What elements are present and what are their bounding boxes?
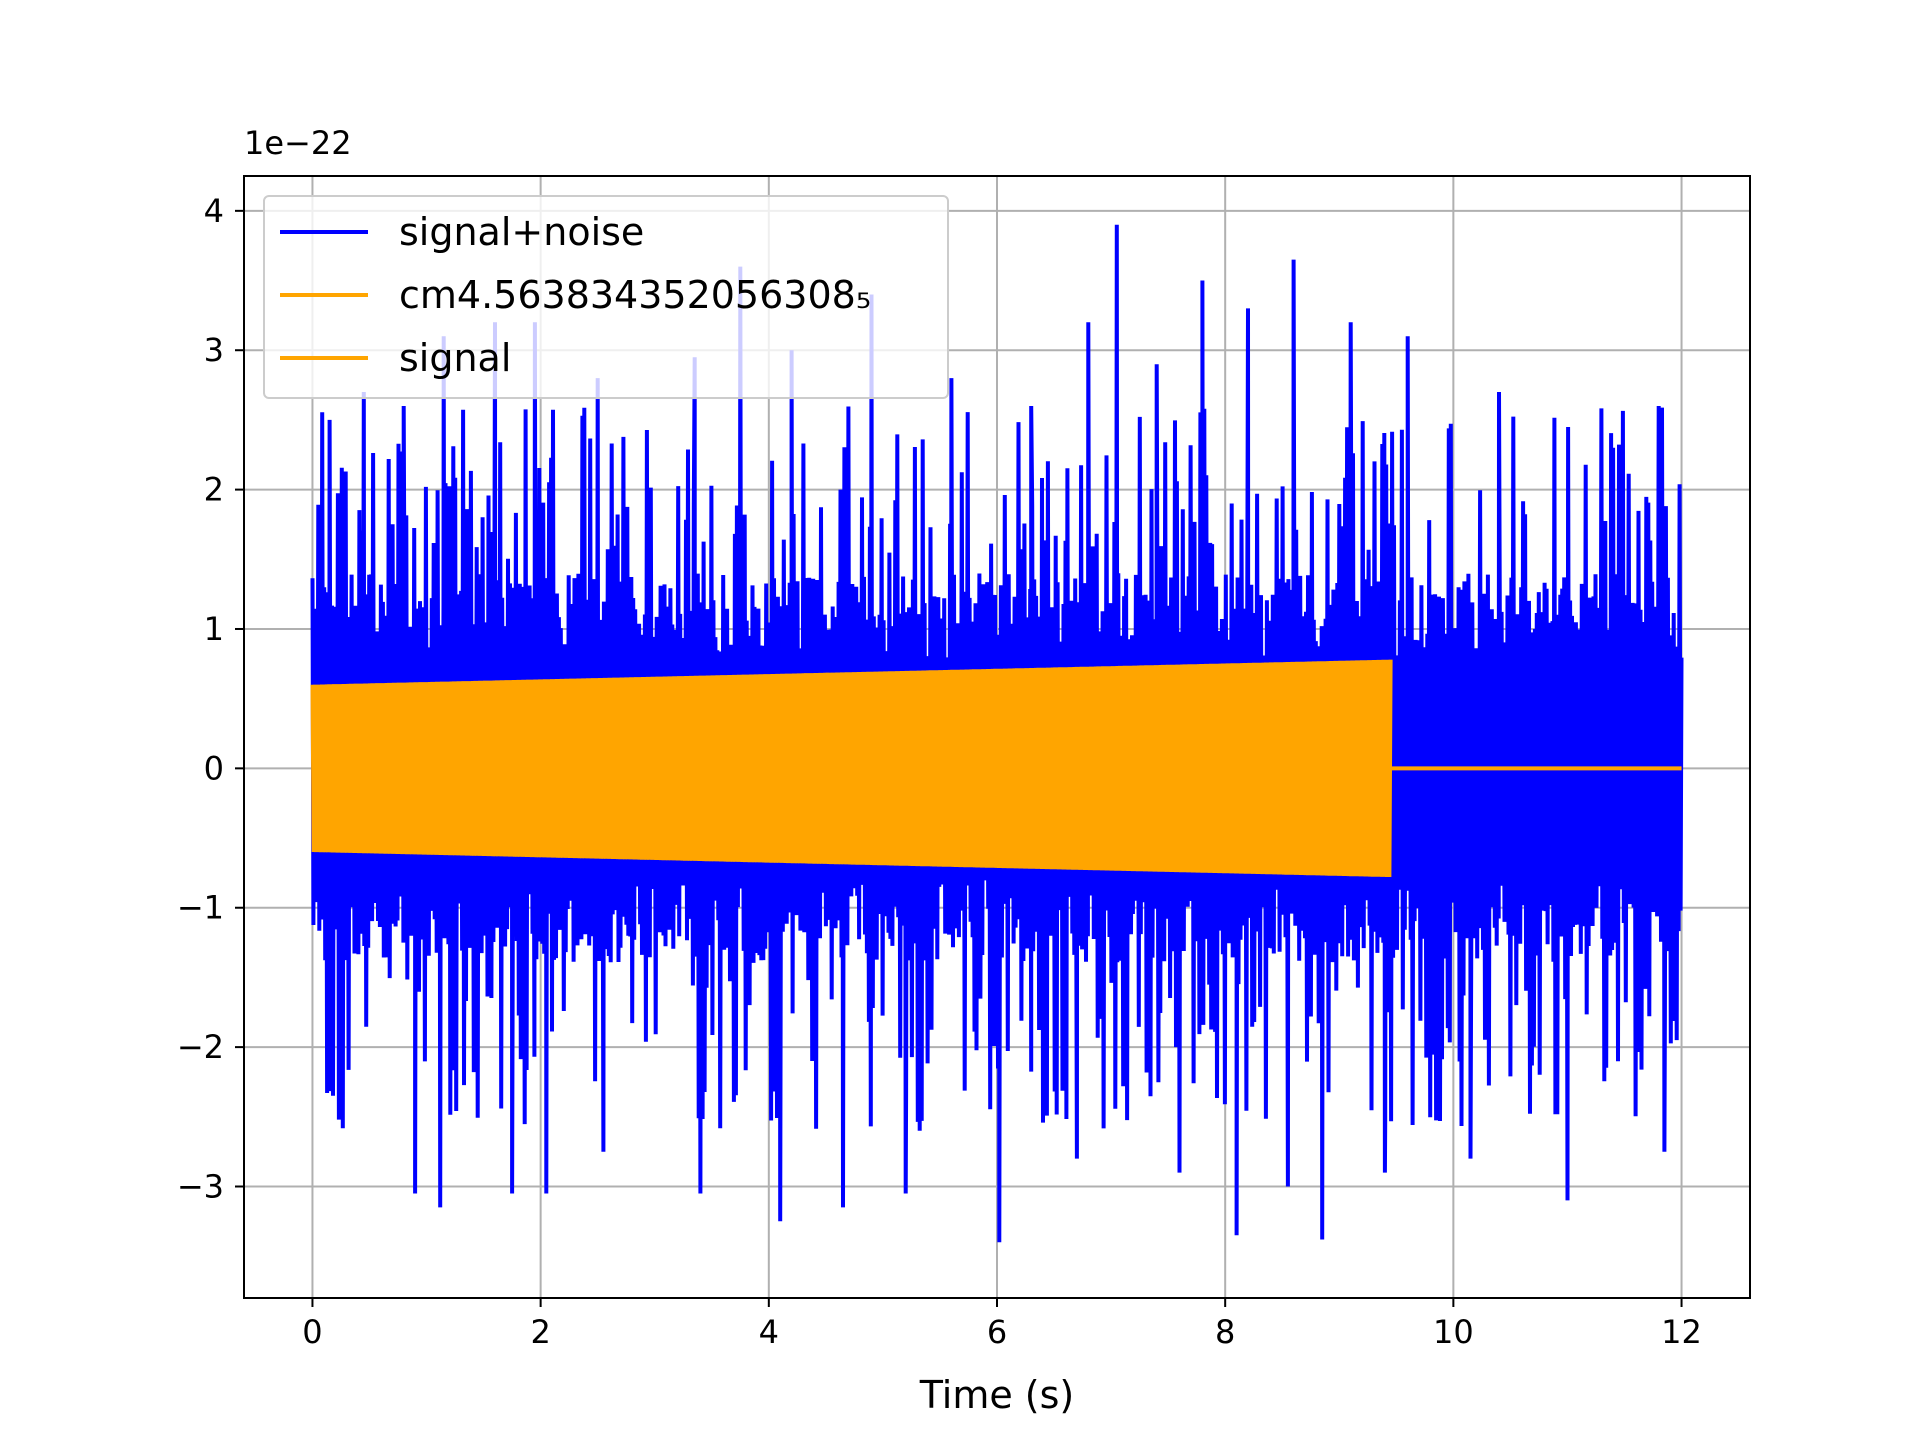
y-offset-label: 1e−22 bbox=[244, 124, 352, 162]
y-tick-label: −3 bbox=[177, 1167, 224, 1205]
y-tick-label: 1 bbox=[204, 610, 224, 648]
x-tick-label: 4 bbox=[759, 1313, 779, 1351]
y-tick-label: 2 bbox=[204, 471, 224, 509]
legend: signal+noise cm4.563834352056308₅ signal bbox=[263, 195, 949, 399]
y-tick-label: 4 bbox=[204, 192, 224, 230]
x-axis-label: Time (s) bbox=[919, 1373, 1075, 1417]
legend-label-signal-noise: signal+noise bbox=[399, 210, 644, 254]
legend-label-cm: cm4.563834352056308₅ bbox=[399, 273, 871, 317]
plot-data bbox=[310, 224, 1684, 1243]
x-tick-label: 12 bbox=[1661, 1313, 1702, 1351]
legend-box bbox=[263, 195, 949, 399]
legend-label-signal: signal bbox=[399, 336, 511, 380]
x-tick-label: 8 bbox=[1215, 1313, 1235, 1351]
x-tick-label: 2 bbox=[530, 1313, 550, 1351]
y-tick-label: 3 bbox=[204, 331, 224, 369]
y-tick-label: −2 bbox=[177, 1028, 224, 1066]
x-tick-label: 0 bbox=[302, 1313, 322, 1351]
series-cm-line bbox=[310, 659, 1393, 878]
y-tick-label: −1 bbox=[177, 889, 224, 927]
x-tick-label: 10 bbox=[1433, 1313, 1474, 1351]
y-tick-label: 0 bbox=[204, 749, 224, 787]
x-tick-label: 6 bbox=[987, 1313, 1007, 1351]
